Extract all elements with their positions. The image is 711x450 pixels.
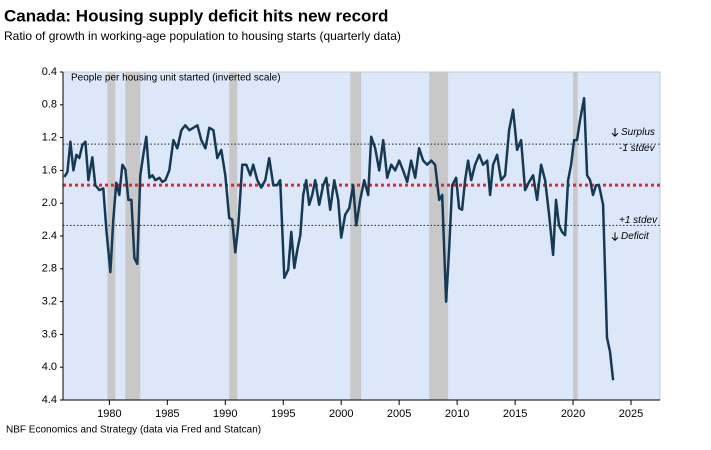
x-tick-label: 2025 [619, 408, 643, 420]
y-tick-label: 2.0 [42, 197, 57, 209]
y-tick-label: 0.4 [42, 66, 57, 78]
recession-band [429, 72, 449, 400]
x-tick-label: 2015 [503, 408, 527, 420]
x-tick-label: 1985 [155, 408, 179, 420]
y-tick-label: 2.4 [42, 230, 57, 242]
source: NBF Economics and Strategy (data via Fre… [6, 425, 261, 436]
y-tick-label: 1.6 [42, 164, 57, 176]
reference-label: -1 stdev [619, 143, 656, 154]
y-tick-label: 3.6 [42, 328, 57, 340]
data-line [63, 96, 615, 381]
y-tick-label: 4.4 [42, 394, 57, 406]
y-tick-label: 2.8 [42, 263, 57, 275]
recession-band [350, 72, 362, 400]
x-tick-label: 1980 [97, 408, 121, 420]
arrow [611, 128, 619, 137]
x-tick-label: 2005 [387, 408, 411, 420]
y-tick-label: 1.2 [42, 132, 57, 144]
x-tick-label: 2000 [329, 408, 353, 420]
chart-title: Canada: Housing supply deficit hits new … [4, 6, 388, 25]
reference-label: Deficit [621, 231, 650, 242]
x-tick-label: 1990 [213, 408, 237, 420]
y-tick-label: 0.8 [42, 99, 57, 111]
x-tick-label: 2010 [445, 408, 469, 420]
arrow [611, 232, 619, 242]
recession-band [573, 72, 578, 400]
y-tick-label: 3.2 [42, 296, 57, 308]
reference-label: Surplus [621, 127, 655, 138]
chart-subtitle: Ratio of growth in working-age populatio… [4, 29, 401, 43]
reference-label: +1 stdev [619, 215, 658, 226]
y-axis-label: People per housing unit started (inverte… [71, 73, 281, 84]
y-tick-label: 4.0 [42, 361, 57, 373]
plot-background [62, 71, 661, 401]
x-tick-label: 2020 [561, 408, 585, 420]
x-tick-label: 1995 [271, 408, 295, 420]
